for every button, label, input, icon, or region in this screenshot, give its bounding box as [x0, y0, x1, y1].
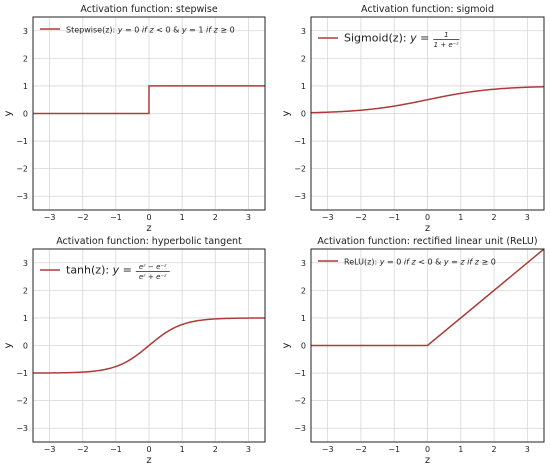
x-tick-label: −1 — [388, 445, 400, 454]
y-axis-label: y — [281, 342, 292, 348]
x-tick-label: 2 — [492, 213, 497, 222]
y-tick-label: 0 — [23, 342, 28, 351]
y-tick-label: 2 — [23, 54, 28, 63]
x-tick-label: −1 — [110, 445, 122, 454]
chart-panel: −3 −2 −1 0 1 2 3 −3 −2 −1 0 1 2 3 z y Activation functio… — [3, 4, 266, 234]
plot-frame — [310, 248, 545, 443]
x-tick-label: 3 — [525, 445, 530, 454]
x-tick-label: 1 — [458, 445, 463, 454]
series-line — [311, 248, 545, 347]
y-tick-label: 1 — [23, 82, 28, 91]
legend-label: tanh(z): y = — [66, 264, 132, 277]
x-tick-label: 1 — [180, 213, 185, 222]
x-tick-label: 3 — [246, 445, 251, 454]
chart-panel: −3 −2 −1 0 1 2 3 −3 −2 −1 0 1 2 3 z y Activation functio… — [3, 236, 266, 466]
legend: Stepwise(z): y = 0 if z < 0 & y = 1 if z… — [40, 26, 235, 35]
x-tick-label: −3 — [44, 213, 56, 222]
legend-label: ReLU(z): y = 0 if z < 0 & y = z if z ≥ 0 — [344, 258, 496, 267]
y-tick-label: −1 — [294, 137, 306, 146]
x-tick-label: −2 — [77, 445, 89, 454]
chart-title: Activation function: stepwise — [80, 4, 218, 15]
y-tick-label: 1 — [301, 82, 306, 91]
y-tick-label: −1 — [16, 137, 28, 146]
x-axis-label: z — [425, 223, 430, 234]
x-tick-label: 2 — [213, 213, 218, 222]
y-tick-label: −2 — [16, 397, 28, 406]
y-tick-label: 0 — [301, 110, 306, 119]
x-tick-label: 2 — [492, 445, 497, 454]
y-tick-label: 3 — [301, 27, 306, 36]
y-tick-label: 1 — [23, 314, 28, 323]
y-tick-label: −1 — [16, 369, 28, 378]
plot-frame — [32, 16, 266, 211]
chart-title: Activation function: hyperbolic tangent — [56, 236, 242, 247]
legend-fraction-denominator: 1 + e⁻ᶻ — [434, 41, 460, 49]
y-tick-label: 2 — [301, 286, 306, 295]
legend: tanh(z): y = eᶻ − e⁻ᶻ eᶻ + e⁻ᶻ — [40, 263, 170, 281]
x-tick-label: −1 — [110, 213, 122, 222]
x-tick-label: −3 — [322, 445, 334, 454]
x-axis-label: z — [146, 455, 151, 466]
x-axis-label: z — [425, 455, 430, 466]
chart-panel: −3 −2 −1 0 1 2 3 −3 −2 −1 0 1 2 3 z y Activation functio… — [281, 236, 545, 466]
y-tick-label: −1 — [294, 369, 306, 378]
legend: ReLU(z): y = 0 if z < 0 & y = z if z ≥ 0 — [318, 258, 496, 267]
x-tick-label: 0 — [425, 445, 430, 454]
legend-label: Sigmoid(z): y = — [344, 32, 429, 45]
y-tick-label: −3 — [294, 424, 306, 433]
x-tick-label: 3 — [525, 213, 530, 222]
y-tick-label: 2 — [23, 286, 28, 295]
x-tick-label: 0 — [146, 445, 151, 454]
y-tick-label: 3 — [23, 27, 28, 36]
y-tick-label: −2 — [16, 165, 28, 174]
x-tick-label: −3 — [44, 445, 56, 454]
y-tick-label: 0 — [23, 110, 28, 119]
y-tick-label: −3 — [16, 424, 28, 433]
legend-fraction-numerator: 1 — [444, 31, 448, 39]
series-line — [310, 85, 545, 114]
y-tick-label: −2 — [294, 165, 306, 174]
series-line — [33, 317, 265, 374]
legend-fraction-numerator: eᶻ − e⁻ᶻ — [139, 263, 167, 271]
y-tick-label: −3 — [294, 192, 306, 201]
x-tick-label: −2 — [77, 213, 89, 222]
x-axis-label: z — [146, 223, 151, 234]
y-axis-label: y — [3, 110, 14, 116]
y-axis-label: y — [3, 342, 14, 348]
y-tick-label: 0 — [301, 342, 306, 351]
y-axis-label: y — [281, 110, 292, 116]
y-tick-label: 3 — [301, 259, 306, 268]
chart-title: Activation function: rectified linear un… — [317, 236, 537, 247]
series-line — [33, 85, 265, 115]
plot-frame — [32, 248, 266, 443]
legend: Sigmoid(z): y = 1 1 + e⁻ᶻ — [318, 31, 459, 49]
y-tick-label: −3 — [16, 192, 28, 201]
legend-fraction-denominator: eᶻ + e⁻ᶻ — [139, 273, 167, 281]
x-tick-label: 1 — [180, 445, 185, 454]
y-tick-label: 2 — [301, 54, 306, 63]
x-tick-label: −1 — [388, 213, 400, 222]
x-tick-label: 0 — [425, 213, 430, 222]
y-tick-label: −2 — [294, 397, 306, 406]
x-tick-label: −3 — [322, 213, 334, 222]
x-tick-label: 3 — [246, 213, 251, 222]
x-tick-label: 2 — [213, 445, 218, 454]
chart-panel: −3 −2 −1 0 1 2 3 −3 −2 −1 0 1 2 3 z y Activation functio… — [281, 4, 545, 234]
y-tick-label: 1 — [301, 314, 306, 323]
x-tick-label: −2 — [355, 213, 367, 222]
x-tick-label: 1 — [458, 213, 463, 222]
x-tick-label: 0 — [146, 213, 151, 222]
x-tick-label: −2 — [355, 445, 367, 454]
y-tick-label: 3 — [23, 259, 28, 268]
legend-label: Stepwise(z): y = 0 if z < 0 & y = 1 if z… — [66, 26, 235, 35]
plot-frame — [310, 16, 545, 211]
chart-title: Activation function: sigmoid — [361, 4, 494, 15]
